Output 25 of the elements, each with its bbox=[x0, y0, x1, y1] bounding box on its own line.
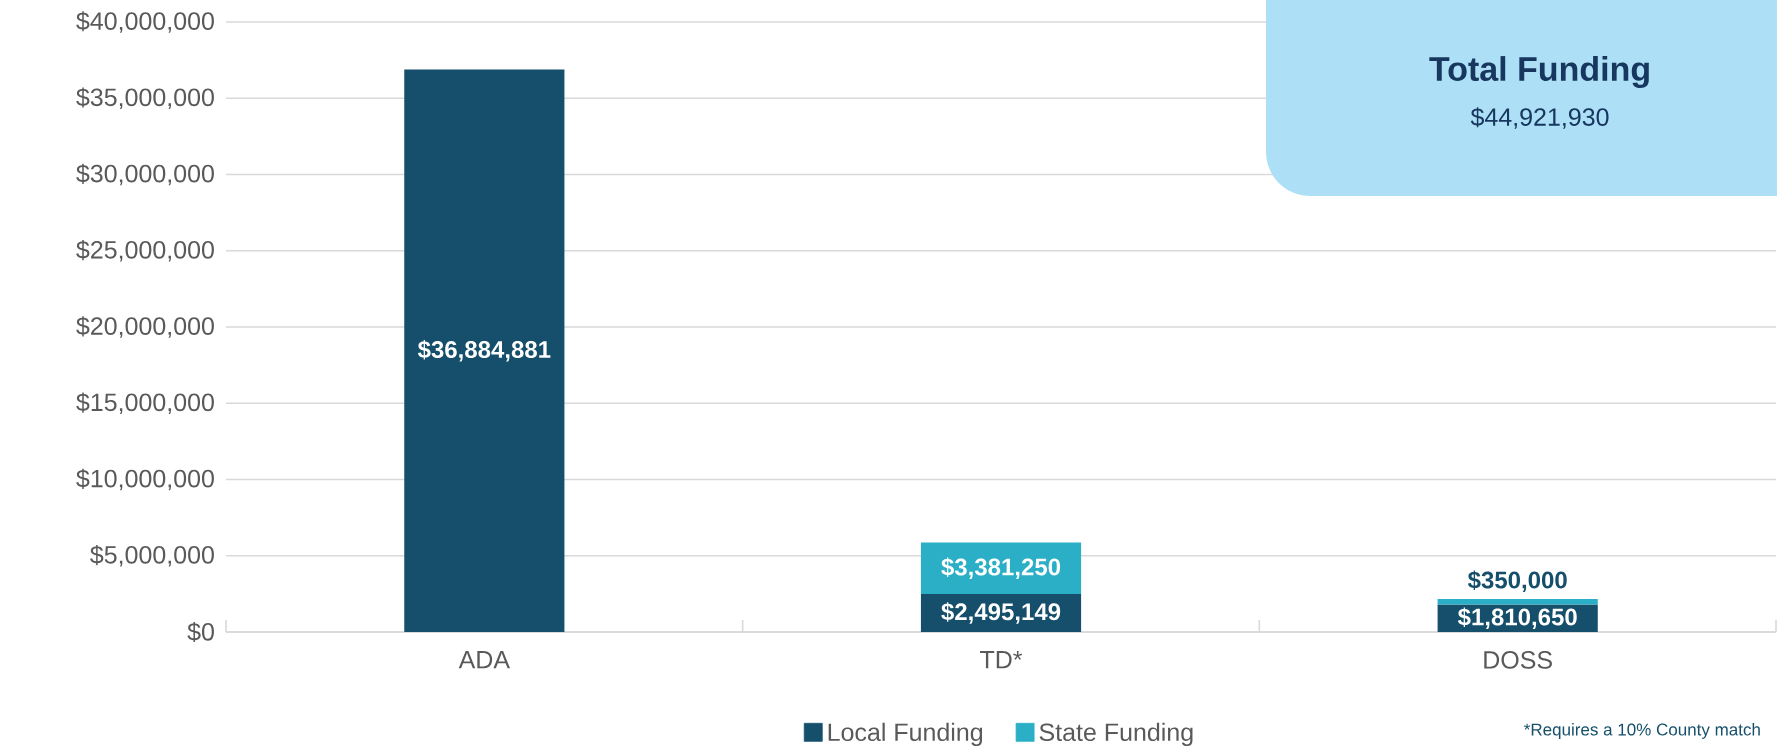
y-tick-label: $25,000,000 bbox=[76, 239, 214, 262]
bar bbox=[920, 542, 1082, 594]
legend-label: State Funding bbox=[1039, 722, 1193, 747]
text: *Requires a 10% County match bbox=[1524, 723, 1760, 739]
bar bbox=[1437, 599, 1598, 605]
y-tick-label: $5,000,000 bbox=[90, 544, 214, 567]
data-label: $36,884,881 bbox=[417, 339, 551, 362]
bar bbox=[404, 69, 565, 632]
data-label: $1,810,650 bbox=[1457, 607, 1577, 629]
annotation: Total Funding bbox=[1429, 56, 1649, 88]
y-tick-label: $40,000,000 bbox=[76, 11, 214, 33]
legend-label: Local Funding bbox=[828, 722, 983, 747]
data-label: $3,381,250 bbox=[941, 557, 1061, 579]
data-label: $350,000 bbox=[1467, 570, 1567, 592]
annotation: $44,921,930 bbox=[1470, 107, 1609, 129]
data-label: $2,495,149 bbox=[941, 602, 1061, 624]
y-tick-label: $15,000,000 bbox=[76, 392, 214, 415]
x-tick-label: DOSS bbox=[1484, 651, 1552, 669]
y-tick-label: $20,000,000 bbox=[76, 316, 214, 338]
y-tick-label: $30,000,000 bbox=[76, 163, 214, 186]
y-tick-label: $0 bbox=[187, 621, 214, 643]
x-tick-label: TD* bbox=[980, 651, 1023, 669]
y-tick-label: $10,000,000 bbox=[76, 468, 214, 491]
y-tick-label: $35,000,000 bbox=[76, 87, 214, 110]
x-tick-label: ADA bbox=[458, 651, 510, 669]
